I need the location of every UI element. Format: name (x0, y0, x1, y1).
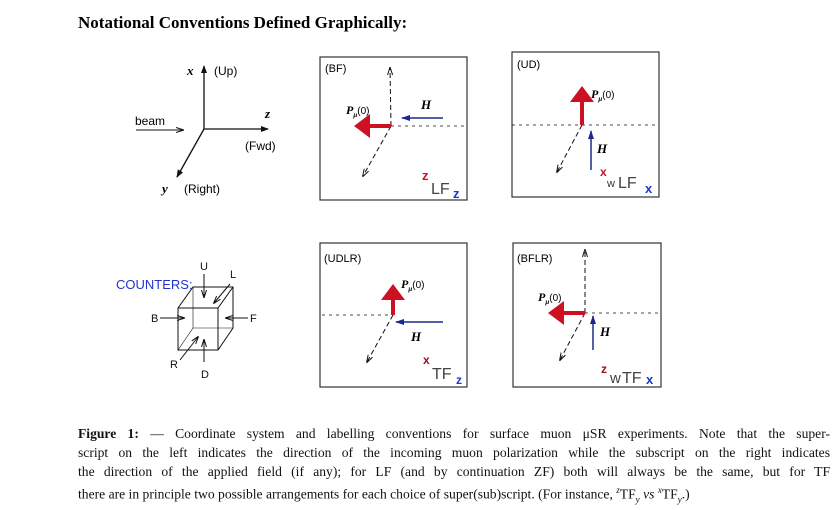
diagonal-dashed-axis (557, 124, 583, 172)
coordinate-axes: x (Up) z (Fwd) y (Right) beam (135, 63, 276, 196)
y-axis-arrow (176, 128, 205, 178)
page-title: Notational Conventions Defined Graphical… (78, 13, 407, 32)
notation-prefix: w (606, 178, 615, 190)
caption-line-2: script on the left indicates the directi… (78, 445, 830, 460)
notation-core: TF (432, 366, 452, 383)
counter-d-label: D (201, 369, 209, 381)
beam-label: beam (135, 114, 165, 128)
notation-subscript: z (456, 373, 462, 387)
counter-r-arrow (179, 337, 198, 361)
notation-core: LF (431, 181, 450, 198)
diagonal-dashed-axis (363, 125, 392, 176)
vertical-dashed-axis (390, 68, 391, 127)
cube-outline (177, 286, 234, 351)
caption-text: there are in principle two possible arra… (78, 486, 613, 502)
panel-bf: (BF) Pμ(0) H z LF z (319, 56, 468, 201)
panel-frame (512, 242, 662, 388)
notation-subscript: x (645, 181, 653, 196)
cube-front-edges (178, 286, 234, 350)
notation-core: LF (618, 175, 637, 192)
svg-text:Pμ(0): Pμ(0) (346, 103, 369, 119)
notation-superscript: x (423, 353, 430, 367)
x-axis-label: x (186, 63, 194, 78)
counter-r-label: R (170, 359, 178, 371)
notation-core: TF (622, 370, 642, 387)
panel-name: (UD) (517, 59, 540, 71)
polarization-argument: (0) (602, 90, 614, 101)
field-label: H (410, 329, 422, 344)
counters-label: COUNTERS: (116, 277, 193, 292)
svg-text:Pμ(0): Pμ(0) (538, 290, 561, 306)
y-axis-direction: (Right) (184, 182, 220, 196)
svg-text:Pμ(0): Pμ(0) (591, 87, 614, 103)
polarization-subscript: μ (407, 285, 412, 293)
counters-cube (160, 274, 248, 362)
field-label: H (596, 141, 608, 156)
polarization-subscript: μ (597, 95, 602, 103)
caption-text: .) (681, 486, 690, 502)
counter-f-label: F (250, 313, 257, 325)
polarization-subscript: μ (544, 298, 549, 306)
polarization-label: P (538, 290, 546, 304)
panel-frame (319, 242, 468, 388)
polarization-label: P (591, 87, 599, 101)
notation-superscript: x (600, 165, 607, 179)
polarization-subscript: μ (352, 111, 357, 119)
caption-vs: vs (643, 486, 655, 502)
panel-udlr: (UDLR) Pμ(0) H x TF z (319, 242, 468, 388)
counter-l-label: L (230, 269, 236, 281)
panel-frame (511, 51, 660, 198)
z-axis-label: z (264, 106, 271, 121)
notation-subscript: x (646, 372, 654, 387)
z-axis-direction: (Fwd) (245, 139, 276, 153)
field-label: H (420, 97, 432, 112)
panel-ud: (UD) Pμ(0) H x w LF x (511, 51, 660, 198)
polarization-argument: (0) (412, 280, 424, 291)
panel-name: (BFLR) (517, 253, 552, 265)
panel-bflr: (BFLR) Pμ(0) H z w TF x (512, 242, 662, 388)
example-core: TF (619, 486, 636, 502)
diagonal-dashed-axis (367, 314, 394, 362)
caption-text: — Coordinate system and labelling conven… (150, 426, 831, 441)
figure-caption: Figure 1: — Coordinate system and labell… (78, 424, 830, 509)
panel-name: (UDLR) (324, 253, 361, 265)
diagonal-dashed-axis (560, 312, 586, 360)
example-superscript: z (616, 485, 620, 495)
svg-text:Pμ(0): Pμ(0) (401, 277, 424, 293)
caption-line-3: the direction of the applied field (if a… (78, 464, 830, 479)
example-subscript: y (635, 494, 640, 505)
counter-l-arrow (214, 283, 231, 303)
notation-superscript: z (422, 168, 429, 183)
polarization-argument: (0) (549, 293, 561, 304)
example-superscript: x (657, 485, 662, 495)
y-axis-label: y (160, 181, 168, 196)
polarization-label: P (401, 277, 409, 291)
caption-line-4: there are in principle two possible arra… (78, 481, 830, 509)
notation-superscript: z (601, 362, 607, 376)
panel-frame (319, 56, 468, 201)
example-core: TF (661, 486, 678, 502)
panel-name: (BF) (325, 63, 346, 75)
polarization-label: P (346, 103, 354, 117)
caption-label: Figure 1: (78, 426, 139, 441)
x-axis-direction: (Up) (214, 64, 237, 78)
notation-subscript: z (453, 186, 460, 201)
cube-back-edges (177, 287, 233, 351)
example-subscript: y (677, 494, 682, 505)
caption-line-1: Figure 1: — Coordinate system and labell… (78, 424, 830, 443)
counter-u-label: U (200, 261, 208, 273)
field-label: H (599, 324, 611, 339)
counter-b-label: B (151, 313, 158, 325)
polarization-argument: (0) (357, 106, 369, 117)
notation-prefix: w (609, 370, 621, 387)
